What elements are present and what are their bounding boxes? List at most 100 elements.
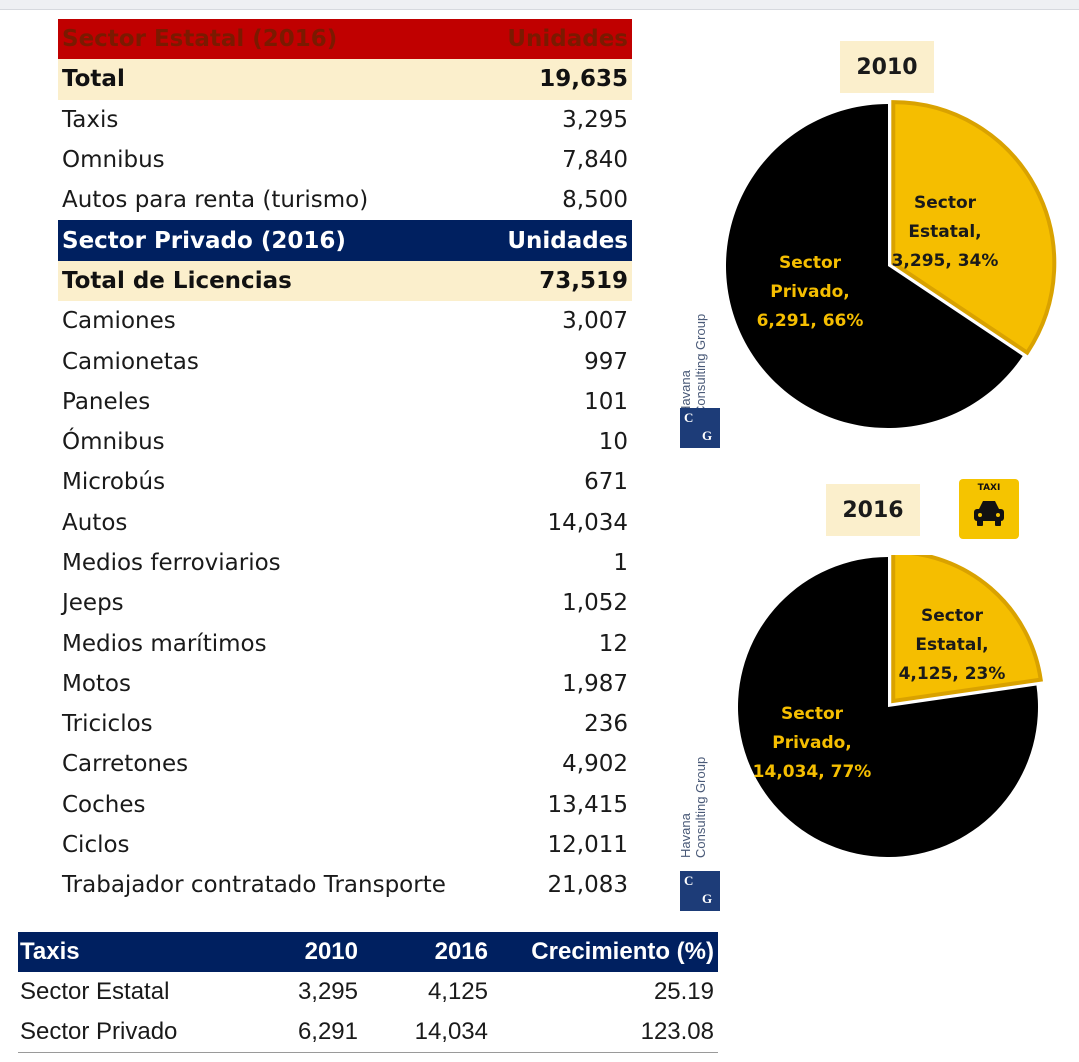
row-label: Motos <box>62 670 131 697</box>
pie-2010-title: 2010 <box>840 41 934 93</box>
row-label: Microbús <box>62 469 166 496</box>
estatal-header-row: Sector Estatal (2016) Unidades <box>58 19 632 60</box>
row-label: Autos <box>62 509 128 536</box>
growth-header-cell: 2016 <box>434 938 488 965</box>
pie-label-sector-privado: Sector Privado, 6,291, 66% <box>757 253 864 331</box>
row-value: 10 <box>598 429 628 456</box>
row-value: 101 <box>584 388 628 415</box>
watermark-line1: Havana <box>678 370 693 415</box>
privado-total-label: Total de Licencias <box>62 267 292 294</box>
estatal-total-label: Total <box>62 66 125 93</box>
pie-label-sector-estatal: Sector Estatal, 4,125, 23% <box>899 606 1006 684</box>
row-value: 12,011 <box>547 832 628 859</box>
growth-cell: Sector Estatal <box>20 978 170 1005</box>
table-row: Carretones 4,902 <box>58 744 632 784</box>
row-label: Medios ferroviarios <box>62 550 281 576</box>
table-row: Triciclos 236 <box>58 704 632 744</box>
table-row: Jeeps 1,052 <box>58 583 632 623</box>
row-label: Medios marítimos <box>62 630 267 657</box>
watermark-line2: Consulting Group <box>693 756 708 858</box>
hcg-logo-icon: C G <box>680 871 720 911</box>
estatal-total-value: 19,635 <box>539 66 628 93</box>
table-row: Microbús 671 <box>58 462 632 502</box>
table-row: Ciclos 12,011 <box>58 825 632 865</box>
row-value: 1 <box>613 550 628 576</box>
growth-cell: 6,291 <box>297 1018 358 1045</box>
row-value: 12 <box>598 630 628 657</box>
row-value: 21,083 <box>547 872 628 899</box>
row-label: Camiones <box>62 308 176 335</box>
row-label: Omnibus <box>62 147 165 174</box>
pie-label-sector-privado: Sector Privado, 14,034, 77% <box>753 704 872 782</box>
growth-cell: 4,125 <box>427 978 488 1005</box>
table-row: Coches 13,415 <box>58 785 632 825</box>
growth-header-cell: Taxis <box>20 938 80 965</box>
row-value: 1,052 <box>562 590 628 617</box>
car-icon <box>974 501 1004 526</box>
row-value: 997 <box>584 348 628 375</box>
pie-slice-sector-privado <box>738 557 1038 857</box>
privado-total-row: Total de Licencias 73,519 <box>58 260 632 302</box>
pie-chart-2010: Sector Estatal, 3,295, 34% Sector Privado, 6,… <box>726 100 1057 428</box>
top-bar <box>0 0 1079 10</box>
row-label: Paneles <box>62 388 151 415</box>
row-value: 3,007 <box>562 308 628 335</box>
taxi-growth-table: Taxis 2010 2016 Crecimiento (%) Sector E… <box>18 932 718 1053</box>
row-label: Coches <box>62 791 146 818</box>
table-row: Omnibus 7,840 <box>58 140 632 180</box>
table-row: Motos 1,987 <box>58 664 632 704</box>
estatal-total-row: Total 19,635 <box>58 59 632 100</box>
row-value: 14,034 <box>547 509 628 536</box>
watermark-line2: Consulting Group <box>693 313 708 415</box>
privado-header-unit: Unidades <box>507 227 628 254</box>
pie-slice-sector-estatal <box>891 555 1043 704</box>
growth-header-row: Taxis 2010 2016 Crecimiento (%) <box>18 932 718 972</box>
pie-label-sector-estatal: Sector Estatal, 3,295, 34% <box>892 193 999 271</box>
row-value: 1,987 <box>562 670 628 697</box>
privado-rows: Camiones 3,007 Camionetas 997 Paneles 101 Ó… <box>58 301 632 905</box>
row-label: Triciclos <box>62 711 153 738</box>
row-value: 236 <box>584 711 628 738</box>
pie-slice-sector-estatal <box>891 100 1057 356</box>
row-value: 13,415 <box>547 791 628 818</box>
table-row: Sector Privado 6,291 14,034 123.08 <box>18 1012 718 1053</box>
row-value: 4,902 <box>562 751 628 778</box>
growth-cell: 123.08 <box>640 1018 714 1045</box>
privado-header-label: Sector Privado (2016) <box>62 227 346 254</box>
table-row: Autos para renta (turismo) 8,500 <box>58 180 632 220</box>
row-label: Trabajador contratado Transporte <box>62 872 446 899</box>
table-row: Paneles 101 <box>58 382 632 422</box>
row-label: Taxis <box>62 106 119 133</box>
row-label: Ciclos <box>62 832 130 859</box>
watermark-2016: Havana Consulting Group C G <box>678 728 728 928</box>
taxi-icon: TAXI <box>959 479 1019 539</box>
table-row: Ómnibus 10 <box>58 422 632 462</box>
row-value: 3,295 <box>562 106 628 133</box>
vehicles-table: Sector Estatal (2016) Unidades Total 19,… <box>58 19 632 906</box>
estatal-header-unit: Unidades <box>507 26 628 53</box>
row-label: Jeeps <box>62 590 124 617</box>
table-row: Sector Estatal 3,295 4,125 25.19 <box>18 972 718 1012</box>
row-label: Carretones <box>62 751 189 778</box>
row-value: 671 <box>584 469 628 496</box>
pie-slice-sector-privado <box>726 104 1023 428</box>
table-row: Taxis 3,295 <box>58 100 632 140</box>
pie-chart-2016: Sector Estatal, 4,125, 23% Sector Privado, 14… <box>738 555 1043 857</box>
table-row: Medios marítimos 12 <box>58 623 632 663</box>
growth-cell: 25.19 <box>653 978 714 1005</box>
table-row: Camiones 3,007 <box>58 301 632 341</box>
estatal-rows: Taxis 3,295 Omnibus 7,840 Autos para renta… <box>58 100 632 221</box>
row-value: 8,500 <box>562 187 628 214</box>
pie-2016-title: 2016 <box>826 484 920 536</box>
watermark-2010: Havana Consulting Group C G <box>678 265 728 465</box>
growth-header-cell: Crecimiento (%) <box>531 938 714 965</box>
hcg-logo-icon: C G <box>680 408 720 448</box>
row-value: 7,840 <box>562 147 628 174</box>
taxi-sign-text: TAXI <box>977 483 1001 493</box>
growth-cell: 14,034 <box>414 1018 488 1045</box>
row-label: Camionetas <box>62 348 199 375</box>
privado-total-value: 73,519 <box>539 267 628 294</box>
growth-cell: Sector Privado <box>20 1018 178 1045</box>
table-row: Camionetas 997 <box>58 341 632 381</box>
table-row: Trabajador contratado Transporte 21,083 <box>58 865 632 905</box>
